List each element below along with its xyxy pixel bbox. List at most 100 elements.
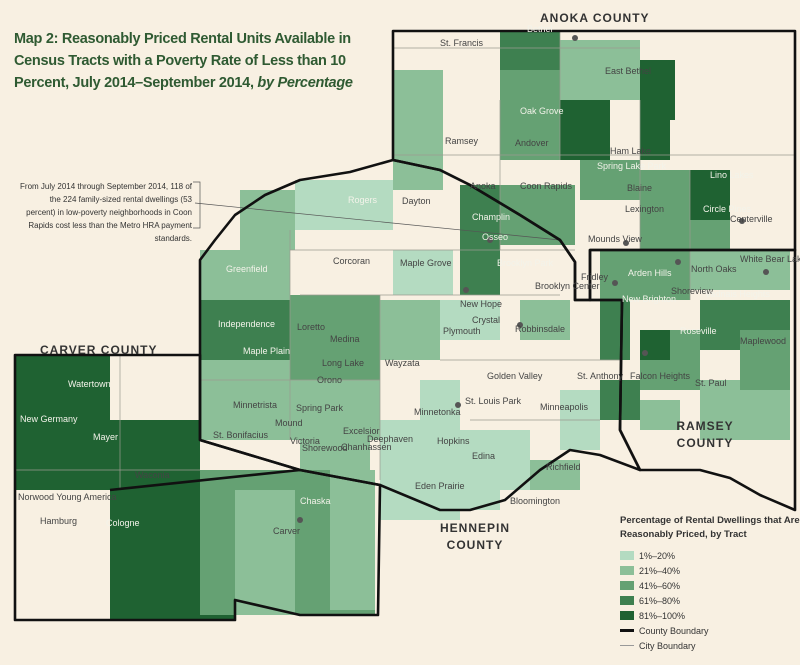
census-tract <box>500 70 560 160</box>
place-label: Mound <box>275 418 303 428</box>
place-label: Victoria <box>290 436 320 446</box>
legend: Percentage of Rental Dwellings that Are … <box>620 514 800 653</box>
census-tract <box>393 250 453 295</box>
place-label: New Hope <box>460 299 503 309</box>
legend-swatch <box>620 611 634 620</box>
place-label: New Germany <box>20 414 78 424</box>
place-label: Long Lake <box>322 358 365 368</box>
place-label: Maplewood <box>740 336 787 346</box>
place-label: Fridley <box>581 272 609 282</box>
county-label-hennepin: HENNEPIN COUNTY <box>439 521 510 552</box>
place-label: Spring Lake Park <box>597 161 667 171</box>
place-label: New Brighton <box>622 294 677 304</box>
census-tract <box>560 100 610 160</box>
place-label: St. Bonifacius <box>213 430 269 440</box>
legend-label: 1%–20% <box>639 550 676 561</box>
city-dots <box>297 35 769 523</box>
place-label: Minnetrista <box>233 400 278 410</box>
place-label: Hopkins <box>437 436 470 446</box>
county-label-anoka: ANOKA COUNTY <box>540 11 650 25</box>
place-label: Chanhassen <box>341 442 392 452</box>
census-tract <box>380 300 440 360</box>
ramsey-county-boundary <box>588 248 797 512</box>
place-label: Shoreview <box>671 286 714 296</box>
place-label: Loretto <box>297 322 326 332</box>
hennepin-county-boundary <box>198 158 642 512</box>
census-tract <box>640 400 680 430</box>
place-label: Golden Valley <box>487 371 543 381</box>
place-label: Chaska <box>300 496 331 506</box>
census-tract <box>640 120 670 160</box>
place-label: Cologne <box>106 518 140 528</box>
legend-item: 41%–60% <box>620 578 800 593</box>
place-label: Circle Pines <box>703 204 752 214</box>
census-tract <box>690 250 790 290</box>
legend-swatch <box>620 566 634 575</box>
legend-item: 61%–80% <box>620 593 800 608</box>
place-label: Maple Plain <box>243 346 291 356</box>
place-label: Coon Rapids <box>520 181 573 191</box>
place-label: Waconia <box>135 470 170 480</box>
place-label: Andover <box>515 138 549 148</box>
census-tract <box>235 490 295 615</box>
census-tract <box>300 430 370 470</box>
place-label: Corcoran <box>333 256 371 266</box>
county-label-carver: CARVER COUNTY <box>40 343 158 357</box>
place-label: Greenfield <box>226 264 268 274</box>
census-tract <box>580 160 640 200</box>
place-label: Robbinsdale <box>515 324 566 334</box>
census-tract <box>295 180 393 230</box>
legend-title: Percentage of Rental Dwellings that Are … <box>620 515 800 540</box>
census-tract <box>740 330 790 390</box>
census-tract <box>640 60 675 120</box>
place-label: Minnetonka <box>414 407 461 417</box>
census-tract <box>393 70 443 190</box>
place-label: Mayer <box>93 432 119 442</box>
census-tract <box>530 460 580 490</box>
place-label: Minneapolis <box>540 402 589 412</box>
legend-item: 81%–100% <box>620 608 800 623</box>
place-label: Arden Hills <box>628 268 672 278</box>
census-tract <box>240 190 295 250</box>
census-tract <box>690 170 730 220</box>
census-tract <box>500 185 575 245</box>
place-label: Edina <box>472 451 496 461</box>
place-label: Crystal <box>472 315 501 325</box>
legend-label: 61%–80% <box>639 595 681 606</box>
census-tract <box>600 250 690 300</box>
place-label: White Bear Lake <box>740 254 800 264</box>
city-boundaries <box>15 31 795 490</box>
place-label: Champlin <box>472 212 511 222</box>
census-tract <box>440 300 500 340</box>
place-label: Wayzata <box>385 358 420 368</box>
place-label: Eden Prairie <box>415 481 465 491</box>
place-label: Lexington <box>625 204 665 214</box>
title-text: Map 2: Reasonably Priced Rental Units Av… <box>14 31 351 91</box>
place-label: St. Francis <box>440 38 484 48</box>
legend-swatch <box>620 596 634 605</box>
legend-swatch <box>620 581 634 590</box>
place-label: Excelsior <box>343 426 380 436</box>
place-label: Richfield <box>546 462 581 472</box>
place-label: Rogers <box>348 195 378 205</box>
annotation-leader-line <box>194 202 561 241</box>
place-label: East Bethel <box>605 66 652 76</box>
legend-item: 1%–20% <box>620 548 800 563</box>
carver-county-boundary <box>13 353 382 622</box>
place-label: Osseo <box>482 232 509 242</box>
place-label: Deephaven <box>367 434 414 444</box>
census-tract <box>600 300 630 360</box>
county-boundaries <box>13 29 797 622</box>
place-label: Bethel <box>527 24 553 34</box>
place-label: Lino Lakes <box>710 170 754 180</box>
place-label: St. Anthony <box>577 371 624 381</box>
place-label: Brooklyn Park <box>497 258 554 268</box>
place-label: Watertown <box>68 379 111 389</box>
legend-label: 21%–40% <box>639 565 681 576</box>
place-label: Blaine <box>627 183 653 193</box>
legend-label: City Boundary <box>639 640 696 651</box>
place-label: Vadnais Heights <box>705 289 770 299</box>
place-label: Shorewood <box>302 443 348 453</box>
place-label: Brooklyn Center <box>535 281 600 291</box>
census-tract <box>110 420 200 490</box>
